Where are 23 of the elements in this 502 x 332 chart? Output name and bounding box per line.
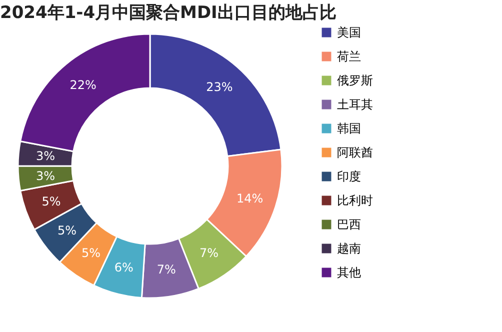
data-label: 3%	[36, 149, 55, 164]
data-label: 7%	[199, 246, 219, 260]
legend-label: 美国	[337, 26, 361, 40]
data-label: 5%	[58, 223, 77, 238]
legend-label: 其他	[337, 266, 361, 280]
legend-label: 阿联酋	[337, 146, 373, 160]
data-label: 6%	[114, 260, 134, 275]
data-label: 22%	[70, 78, 96, 92]
legend-label: 韩国	[337, 122, 361, 136]
data-label: 3%	[36, 168, 55, 183]
data-label: 5%	[81, 246, 101, 260]
data-label: 5%	[42, 194, 61, 209]
legend-label: 荷兰	[337, 50, 361, 64]
legend-label: 比利时	[337, 194, 373, 208]
legend-label: 巴西	[337, 218, 361, 232]
legend-label: 俄罗斯	[337, 74, 373, 88]
chart-title: 2024年1-4月中国聚合MDI出口目的地占比	[0, 3, 336, 23]
legend-label: 印度	[337, 170, 361, 184]
legend-label: 越南	[337, 242, 361, 256]
data-label: 23%	[206, 80, 233, 94]
data-label: 7%	[156, 262, 176, 277]
legend-label: 土耳其	[337, 98, 373, 112]
data-label: 14%	[236, 191, 264, 206]
